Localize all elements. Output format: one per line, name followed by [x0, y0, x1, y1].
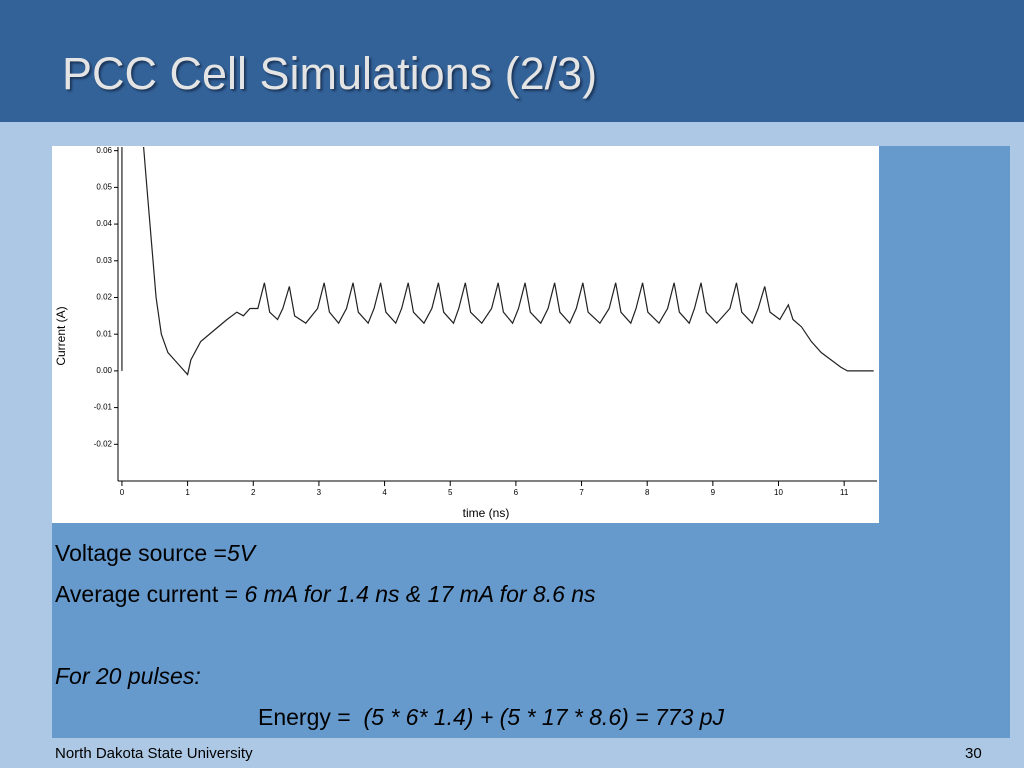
current-line: Average current = 6 mA for 1.4 ns & 17 m… [55, 581, 596, 608]
x-tick-label: 4 [382, 488, 387, 497]
x-tick-label: 10 [774, 488, 783, 497]
x-tick-label: 5 [448, 488, 453, 497]
value: (5 * 6* 1.4) + (5 * 17 * 8.6) = 773 pJ [363, 704, 725, 730]
chart: Current (A) time (ns) 0.06 0.05 0.04 0.03 0.… [54, 146, 877, 520]
header-band [0, 0, 1024, 122]
chart-box: Current (A) time (ns) 0.06 0.05 0.04 0.03 0.… [52, 146, 879, 523]
x-tick-label: 9 [711, 488, 716, 497]
x-tick-label: 1 [185, 488, 190, 497]
footer-org: North Dakota State University [55, 745, 253, 762]
x-tick-label: 7 [579, 488, 584, 497]
y-tick-label: 0.01 [96, 329, 112, 338]
y-tick-label: 0.06 [96, 146, 112, 155]
energy-line: Energy = (5 * 6* 1.4) + (5 * 17 * 8.6) =… [258, 704, 724, 731]
voltage-line: Voltage source =5V [55, 540, 255, 567]
y-tick-label: 0.04 [96, 219, 112, 228]
x-axis-label: time (ns) [463, 506, 510, 520]
x-tick-label: 8 [645, 488, 650, 497]
x-tick-label: 0 [120, 488, 125, 497]
y-tick-label: -0.01 [94, 403, 113, 412]
y-tick-label: 0.05 [96, 182, 112, 191]
x-tick-label: 11 [840, 488, 849, 497]
y-tick-label: 0.02 [96, 293, 112, 302]
x-tick-label: 2 [251, 488, 256, 497]
x-tick-label: 3 [317, 488, 322, 497]
y-axis-label: Current (A) [54, 306, 68, 365]
label: Voltage source = [55, 540, 227, 566]
x-tick-label: 6 [514, 488, 519, 497]
value: 5V [226, 540, 256, 566]
label: Average current = [55, 581, 245, 607]
label: Energy = [258, 704, 364, 730]
pulses-line: For 20 pulses: [55, 663, 201, 689]
value: 6 mA for 1.4 ns & 17 mA for 8.6 ns [244, 581, 596, 607]
data-line [143, 146, 874, 376]
y-tick-label: -0.02 [94, 439, 113, 448]
page-number: 30 [965, 745, 982, 762]
y-tick-label: 0.03 [96, 256, 112, 265]
slide-title: PCC Cell Simulations (2/3) [62, 48, 598, 99]
y-tick-label: 0.00 [96, 366, 112, 375]
